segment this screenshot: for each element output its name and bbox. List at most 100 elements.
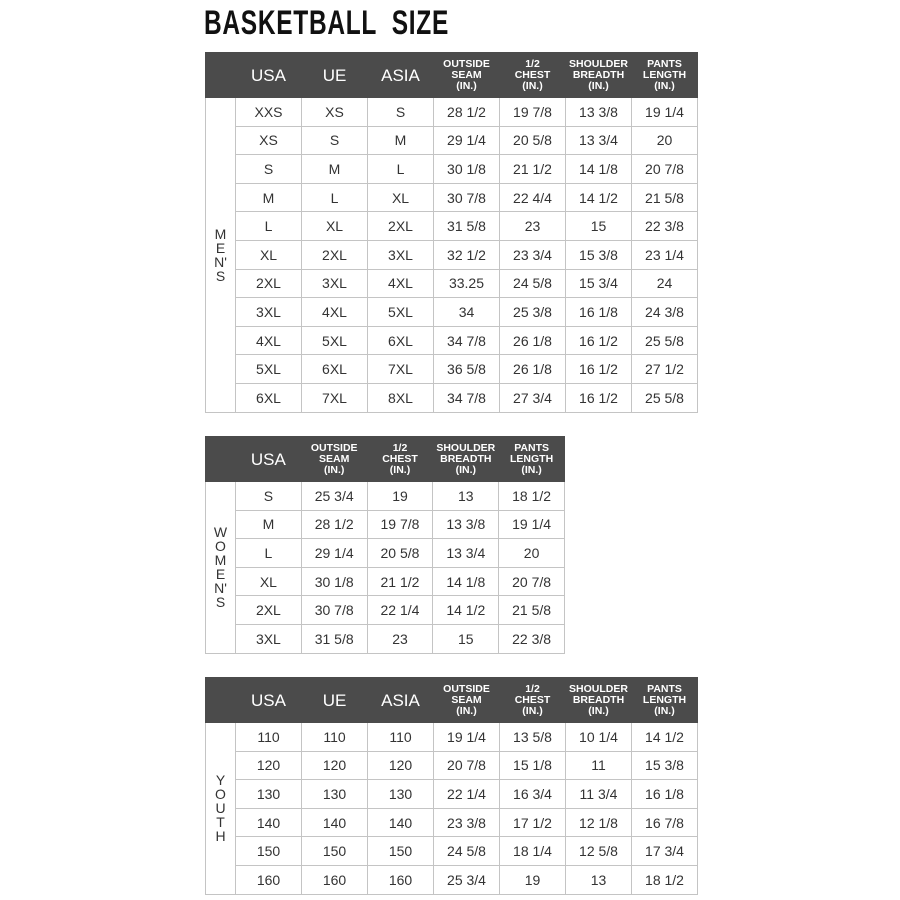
- table-cell: 14 1/8: [432, 566, 500, 597]
- table-cell: 4XL: [301, 297, 368, 327]
- table-cell: XL: [367, 182, 434, 213]
- table-row: 130 130 130 22 1/4 16 3/4 11 3/4 16 1/8: [206, 779, 698, 809]
- table-cell: 10 1/4: [565, 722, 632, 752]
- table-cell: 30 1/8: [300, 566, 368, 597]
- column-header: 1/2 CHEST (IN.): [499, 677, 566, 723]
- table-cell: 28 1/2: [433, 97, 500, 127]
- column-header: UE: [301, 677, 368, 723]
- table-cell: 32 1/2: [433, 239, 500, 270]
- table-row: L XL 2XL 31 5/8 23 15 22 3/8: [206, 211, 698, 241]
- table-cell: 2XL: [235, 595, 302, 625]
- table-cell: 18 1/2: [498, 481, 565, 511]
- table-cell: 19 1/4: [433, 722, 500, 752]
- table-cell: 34 7/8: [433, 325, 500, 356]
- table-cell: 16 1/8: [631, 779, 698, 809]
- table-cell: 31 5/8: [300, 623, 368, 654]
- table-cell: 23: [366, 623, 434, 654]
- table-cell: 3XL: [235, 623, 302, 654]
- table-cell: 130: [301, 779, 368, 809]
- table-cell: L: [301, 182, 368, 213]
- table-cell: 27 1/2: [631, 354, 698, 384]
- table-cell: 30 1/8: [433, 154, 500, 184]
- table-cell: 23: [499, 211, 566, 241]
- table-cell: 160: [301, 864, 368, 895]
- table-row: M L XL 30 7/8 22 4/4 14 1/2 21 5/8: [206, 182, 698, 213]
- header-blank: [205, 436, 236, 482]
- table-cell: 13 3/4: [432, 538, 500, 568]
- column-header: SHOULDER BREADTH (IN.): [432, 436, 500, 482]
- table-cell: 29 1/4: [433, 125, 500, 156]
- table-cell: 13 3/8: [565, 97, 632, 127]
- table-cell: 3XL: [301, 268, 368, 299]
- column-header: USA: [235, 436, 302, 482]
- table-cell: 17 1/2: [499, 807, 566, 838]
- table-cell: 13 3/8: [432, 509, 500, 540]
- table-cell: 5XL: [301, 325, 368, 356]
- column-header: OUTSIDE SEAM (IN.): [433, 677, 500, 723]
- header-blank: [205, 52, 236, 98]
- table-cell: 160: [235, 864, 302, 895]
- table-cell: 19 1/4: [498, 509, 565, 540]
- table-cell: 31 5/8: [433, 211, 500, 241]
- table-cell: 23 1/4: [631, 239, 698, 270]
- table-cell: 8XL: [367, 382, 434, 413]
- table-cell: 24: [631, 268, 698, 299]
- table-cell: 15: [432, 623, 500, 654]
- table-cell: S: [235, 481, 302, 511]
- table-cell: 120: [235, 750, 302, 781]
- table-cell: 14 1/8: [565, 154, 632, 184]
- table-cell: 160: [367, 864, 434, 895]
- page-title: BASKETBALL SIZE: [204, 4, 450, 42]
- table-cell: 23 3/4: [499, 239, 566, 270]
- table-cell: 11 3/4: [565, 779, 632, 809]
- table-cell: 18 1/4: [499, 836, 566, 866]
- table-cell: 34: [433, 297, 500, 327]
- table-cell: 13 5/8: [499, 722, 566, 752]
- column-header: OUTSIDE SEAM (IN.): [300, 436, 368, 482]
- column-header: SHOULDER BREADTH (IN.): [565, 677, 632, 723]
- table-row: 3XL 31 5/8 23 15 22 3/8: [206, 623, 565, 654]
- table-row: 2XL 30 7/8 22 1/4 14 1/2 21 5/8: [206, 595, 565, 625]
- table-row: 6XL 7XL 8XL 34 7/8 27 3/4 16 1/2 25 5/8: [206, 382, 698, 413]
- table-cell: 30 7/8: [300, 595, 368, 625]
- table-cell: 30 7/8: [433, 182, 500, 213]
- table-cell: 20: [498, 538, 565, 568]
- table-cell: 25 3/4: [433, 864, 500, 895]
- table-cell: 15 3/4: [565, 268, 632, 299]
- table-cell: 3XL: [367, 239, 434, 270]
- table-cell: 2XL: [235, 268, 302, 299]
- table-cell: 6XL: [235, 382, 302, 413]
- table-cell: S: [235, 154, 302, 184]
- header-blank: [205, 677, 236, 723]
- column-header: ASIA: [367, 677, 434, 723]
- table-cell: 15 3/8: [631, 750, 698, 781]
- table-cell: 140: [367, 807, 434, 838]
- column-header: 1/2 CHEST (IN.): [499, 52, 566, 98]
- table-row: 150 150 150 24 5/8 18 1/4 12 5/8 17 3/4: [206, 836, 698, 866]
- table-cell: 20 7/8: [498, 566, 565, 597]
- table-cell: 36 5/8: [433, 354, 500, 384]
- womens-size-table: USA OUTSIDE SEAM (IN.) 1/2 CHEST (IN.) SHOULDER…: [205, 436, 565, 654]
- table-cell: 6XL: [301, 354, 368, 384]
- table-cell: 22 4/4: [499, 182, 566, 213]
- table-cell: 25 3/4: [300, 481, 368, 511]
- table-cell: 16 1/8: [565, 297, 632, 327]
- section-label: W O M E N' S: [205, 481, 236, 654]
- table-cell: S: [367, 97, 434, 127]
- table-row: 120 120 120 20 7/8 15 1/8 11 15 3/8: [206, 750, 698, 781]
- table-cell: M: [301, 154, 368, 184]
- table-row: S M L 30 1/8 21 1/2 14 1/8 20 7/8: [206, 154, 698, 184]
- header-row: USA UE ASIA OUTSIDE SEAM (IN.) 1/2 CHEST (IN.) SH…: [205, 52, 698, 98]
- table-cell: 140: [301, 807, 368, 838]
- table-cell: 22 1/4: [433, 779, 500, 809]
- table-cell: 12 1/8: [565, 807, 632, 838]
- table-cell: 150: [235, 836, 302, 866]
- table-row: 140 140 140 23 3/8 17 1/2 12 1/8 16 7/8: [206, 807, 698, 838]
- column-header: SHOULDER BREADTH (IN.): [565, 52, 632, 98]
- table-cell: XL: [235, 566, 302, 597]
- table-row: 4XL 5XL 6XL 34 7/8 26 1/8 16 1/2 25 5/8: [206, 325, 698, 356]
- table-cell: 17 3/4: [631, 836, 698, 866]
- table-cell: 26 1/8: [499, 354, 566, 384]
- table-row: 5XL 6XL 7XL 36 5/8 26 1/8 16 1/2 27 1/2: [206, 354, 698, 384]
